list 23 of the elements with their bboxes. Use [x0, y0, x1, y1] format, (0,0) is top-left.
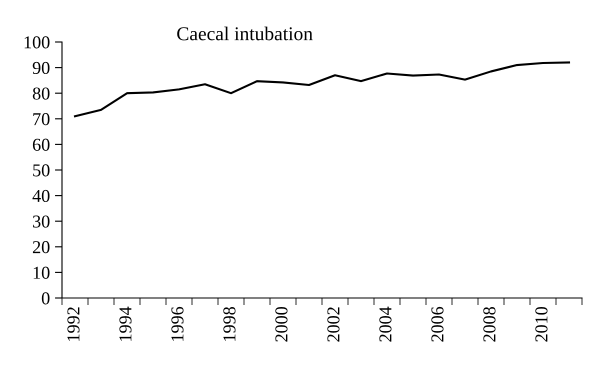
y-tick-label: 0	[42, 292, 50, 304]
y-tick-label: 70	[33, 113, 50, 126]
y-tick-label: 80	[32, 87, 50, 100]
y-tick-label: 40	[32, 190, 50, 202]
x-tick-label: 2000	[275, 307, 288, 342]
x-tick-label: 2010	[535, 307, 548, 342]
y-tick-label: 50	[33, 164, 50, 176]
x-tick-label: 2004	[379, 306, 392, 342]
y-tick-label: 60	[32, 138, 50, 151]
line-series	[74, 61, 570, 118]
x-tick-label: 1998	[223, 307, 236, 341]
y-tick-label: 30	[33, 215, 50, 228]
x-tick-label: 1996	[171, 306, 184, 341]
x-tick-label: 2008	[483, 307, 496, 342]
y-tick-label: 20	[32, 241, 50, 254]
y-tick-label: 10	[34, 266, 50, 279]
x-tick-label: 2002	[327, 307, 340, 342]
x-tick-label: 2006	[431, 306, 444, 342]
x-tick-label: 1994	[119, 306, 132, 341]
chart-title: Caecal intubation	[177, 26, 313, 40]
y-tick-label: 90	[32, 62, 50, 74]
x-tick-label: 1992	[67, 307, 80, 341]
y-tick-label: 100	[24, 36, 50, 48]
